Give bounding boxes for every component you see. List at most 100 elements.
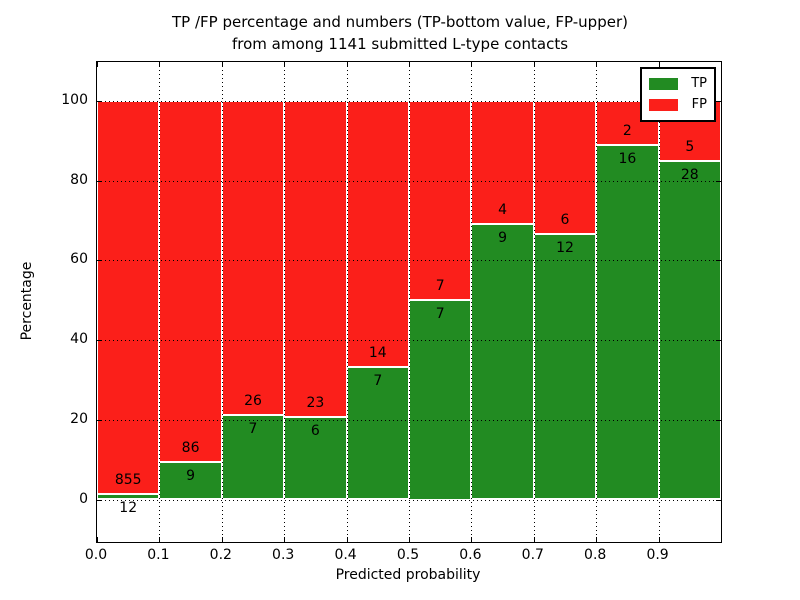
x-tick-bottom (284, 537, 286, 542)
v-gridline (159, 62, 161, 542)
y-tick-left (97, 180, 102, 182)
legend-entry-tp: TP (649, 73, 707, 94)
value-label-fp: 6 (560, 211, 570, 228)
y-tick-label: 40 (70, 331, 88, 348)
legend-entry-fp: FP (649, 94, 707, 115)
v-gridline (533, 62, 535, 542)
x-tick-top (159, 62, 161, 67)
x-tick-label: 0.6 (459, 547, 482, 563)
bar-segment-fp (159, 101, 222, 462)
value-label-fp: 23 (306, 395, 325, 412)
x-tick-label: 0.0 (84, 547, 108, 563)
x-tick-label: 0.5 (396, 547, 420, 563)
bar-segment-tp (533, 233, 597, 500)
legend-label-fp: FP (691, 97, 707, 112)
x-tick-top (284, 62, 286, 67)
x-tick-top (533, 62, 535, 67)
y-tick-right (716, 499, 721, 501)
value-label-fp: 7 (435, 278, 445, 295)
x-tick-bottom (409, 537, 410, 542)
x-tick-bottom (471, 537, 473, 542)
bar-segment-fp (533, 101, 597, 234)
value-label-fp: 86 (181, 439, 200, 456)
plot-area: TP FP 855 12 86 9 26 7 23 6 14 7 7 7 4 9 6 12 2 16 5 28 (96, 61, 722, 543)
y-tick-left (97, 101, 102, 102)
value-label-tp: 7 (435, 306, 445, 323)
x-tick-label: 0.3 (272, 547, 295, 563)
y-tick-label: 0 (79, 490, 88, 507)
x-tick-bottom (97, 537, 98, 542)
y-axis-label: Percentage (19, 261, 35, 341)
x-tick-label: 0.1 (147, 547, 170, 563)
value-label-fp: 4 (498, 201, 508, 218)
x-tick-label: 0.8 (584, 547, 607, 563)
value-label-tp: 12 (556, 239, 574, 256)
x-tick-label: 0.9 (646, 547, 669, 563)
value-label-fp: 14 (368, 344, 387, 361)
x-tick-label: 0.2 (209, 547, 232, 563)
bar-segment-fp (284, 101, 347, 418)
bar-segment-tp (284, 417, 347, 500)
v-gridline (221, 62, 223, 542)
legend-swatch-tp (649, 77, 678, 90)
value-label-tp: 12 (119, 499, 138, 516)
y-tick-label: 100 (61, 92, 88, 108)
value-label-tp: 9 (186, 467, 196, 484)
v-gridline (471, 62, 473, 542)
bar-segment-fp (409, 101, 472, 301)
v-gridline (596, 62, 598, 542)
y-tick-left (97, 260, 102, 262)
x-tick-top (221, 62, 223, 67)
chart-title: TP /FP percentage and numbers (TP-bottom… (0, 11, 800, 55)
chart-title-line2: from among 1141 submitted L-type contact… (231, 35, 569, 53)
x-tick-bottom (533, 537, 535, 542)
x-tick-bottom (346, 537, 348, 542)
x-tick-top (346, 62, 348, 67)
x-tick-label: 0.4 (334, 547, 357, 563)
x-tick-bottom (221, 537, 223, 542)
value-label-tp: 9 (498, 229, 508, 246)
y-tick-left (97, 340, 102, 342)
value-label-fp: 5 (685, 139, 695, 156)
bar-segment-tp (471, 223, 534, 500)
y-tick-right (716, 260, 721, 262)
y-tick-right (716, 180, 721, 182)
x-tick-top (471, 62, 473, 67)
bar-segment-fp (97, 101, 160, 494)
bar-segment-tp (346, 366, 409, 500)
legend-label-tp: TP (691, 76, 707, 91)
v-gridline (658, 62, 660, 542)
bar-segment-tp (159, 461, 222, 500)
y-tick-label: 80 (70, 171, 88, 188)
bar-segment-fp (346, 101, 409, 367)
y-tick-label: 60 (70, 251, 88, 268)
value-label-fp: 26 (244, 392, 262, 409)
y-tick-right (716, 340, 721, 342)
value-label-tp: 6 (310, 423, 320, 440)
v-gridline (409, 62, 410, 542)
x-tick-top (409, 62, 410, 67)
x-tick-top (97, 62, 98, 67)
x-tick-bottom (658, 537, 660, 542)
v-gridline (346, 62, 348, 542)
y-tick-right (716, 419, 721, 421)
value-label-fp: 2 (622, 123, 632, 140)
x-axis-label: Predicted probability (335, 567, 481, 583)
value-label-tp: 7 (373, 372, 383, 389)
x-tick-top (596, 62, 598, 67)
bar-segment-tp (658, 161, 721, 500)
value-label-tp: 28 (680, 167, 699, 184)
y-tick-left (97, 499, 102, 501)
chart-title-line1: TP /FP percentage and numbers (TP-bottom… (172, 13, 628, 31)
x-tick-top (658, 62, 660, 67)
v-gridline (284, 62, 286, 542)
bar-segment-tp (409, 300, 472, 500)
legend-swatch-fp (649, 98, 678, 111)
y-tick-label: 20 (70, 410, 88, 427)
x-tick-bottom (596, 537, 598, 542)
bar-segment-tp (596, 145, 659, 500)
x-tick-bottom (159, 537, 161, 542)
value-label-fp: 855 (114, 471, 142, 488)
y-tick-right (716, 101, 721, 102)
